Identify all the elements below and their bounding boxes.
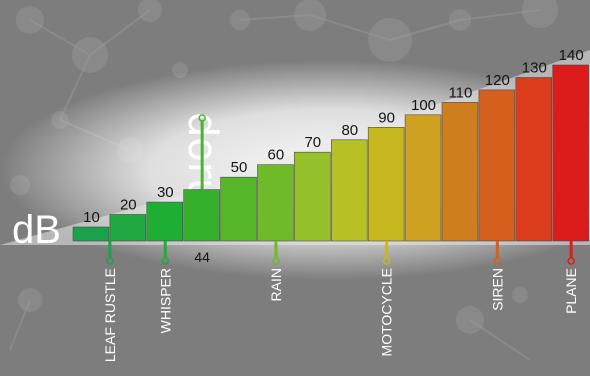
bar-120 [478,89,516,242]
marker-dot-2 [272,257,280,265]
value-label-100: 100 [411,97,436,114]
value-label-60: 60 [268,147,285,164]
markers-group: LEAF RUSTLE WHISPER RAIN MOTOCYCLE SIREN PLAN… [102,241,579,362]
value-label-50: 50 [231,159,248,176]
value-label-110: 110 [448,84,472,101]
bar-40 [183,189,220,242]
bar-110 [441,102,479,242]
bar-140 [552,64,589,242]
value-label-10: 10 [83,209,100,226]
value-label-80: 80 [341,122,358,139]
value-label-130: 130 [522,60,547,77]
value-label-140: 140 [559,47,584,64]
marker-label-1: WHISPER [157,268,173,333]
marker-label-4: SIREN [489,268,505,311]
marker-label-0: LEAF RUSTLE [102,268,118,362]
marker-label-5: PLANE [563,268,579,314]
bar-70 [294,151,331,242]
value-label-70: 70 [304,134,321,151]
marker-dot-3 [382,257,391,265]
value-labels-group: 10 20 30 50 60 70 80 90 100 110 120 130 140 [83,47,584,226]
bar-100 [404,114,442,242]
bar-20 [109,214,147,242]
value-label-20: 20 [120,197,137,214]
marker-dot-0 [106,257,114,265]
brand-stem-dot [198,114,206,122]
marker-dot-5 [567,257,575,265]
bars-group [72,64,589,242]
bar-50 [220,176,257,242]
marker-dot-1 [161,257,169,265]
value-label-90: 90 [378,109,395,126]
bar-80 [330,139,368,242]
marker-label-3: MOTOCYCLE [379,268,395,356]
marker-label-2: RAIN [268,268,284,301]
bar-30 [146,201,184,242]
marker-dot-4 [493,257,502,265]
bar-60 [257,164,294,242]
bar-130 [515,77,552,242]
inner-marker-label: 44 [194,249,210,265]
value-label-120: 120 [485,72,510,89]
bar-10 [72,226,110,242]
unit-label: dB [12,208,61,252]
bar-90 [367,127,405,242]
value-label-30: 30 [157,184,174,201]
